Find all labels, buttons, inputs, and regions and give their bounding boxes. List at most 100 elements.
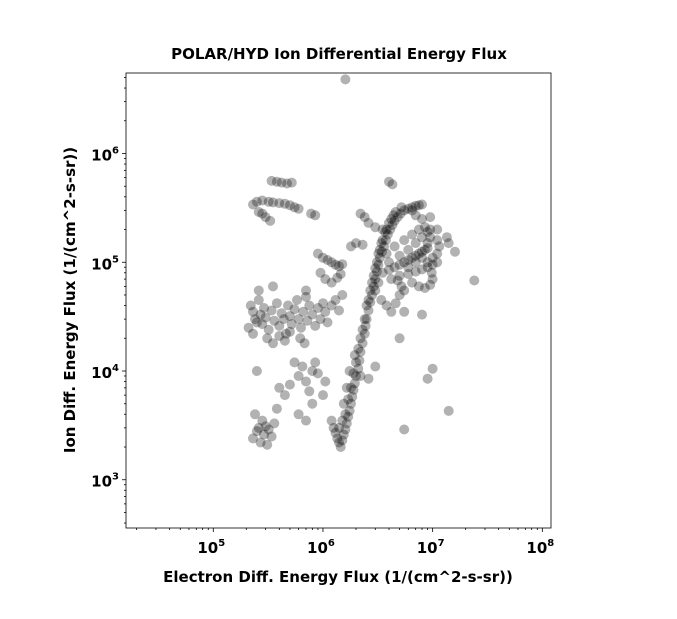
data-point: [260, 421, 271, 432]
data-point: [432, 257, 443, 268]
data-point: [337, 290, 348, 300]
data-point: [260, 312, 271, 323]
data-point: [250, 314, 260, 325]
data-point: [307, 366, 318, 376]
data-point: [379, 241, 389, 252]
plot-frame: [125, 72, 552, 529]
data-point: [419, 283, 430, 293]
chart-title: POLAR/HYD Ion Differential Energy Flux: [171, 45, 507, 63]
data-point: [320, 376, 331, 387]
data-point: [403, 203, 414, 214]
data-point: [432, 224, 443, 235]
data-point: [432, 235, 443, 246]
data-point: [269, 315, 280, 326]
data-point: [377, 267, 388, 278]
data-point: [422, 226, 433, 237]
data-point: [326, 415, 337, 426]
data-point: [386, 274, 397, 285]
data-point: [403, 244, 414, 255]
data-point: [443, 238, 454, 249]
data-point: [422, 257, 433, 268]
data-point: [382, 229, 393, 240]
data-point: [394, 333, 405, 344]
data-point: [257, 208, 268, 219]
data-point: [373, 259, 384, 270]
data-point: [384, 264, 394, 275]
data-point: [268, 197, 278, 208]
data-point: [293, 314, 304, 325]
data-point: [289, 202, 300, 213]
data-point: [257, 195, 268, 206]
data-point: [392, 275, 403, 286]
data-point: [347, 391, 358, 402]
data-point: [388, 210, 399, 221]
data-point: [394, 270, 405, 281]
data-point: [263, 324, 274, 335]
data-point: [255, 309, 266, 320]
data-point: [357, 239, 368, 250]
data-point: [357, 324, 368, 335]
data-point: [370, 274, 381, 285]
data-point: [387, 179, 398, 190]
data-point: [248, 328, 258, 339]
data-point: [260, 212, 271, 223]
data-point: [410, 210, 421, 221]
data-point: [392, 212, 403, 223]
data-point: [310, 320, 321, 331]
data-point: [310, 210, 321, 221]
data-point: [365, 297, 376, 308]
data-point: [363, 305, 374, 316]
data-point: [279, 198, 290, 209]
y-tick-label: 104: [91, 363, 119, 382]
data-point: [425, 279, 436, 290]
data-point: [373, 277, 384, 288]
data-point: [320, 306, 331, 317]
data-point: [399, 205, 410, 216]
data-point: [399, 285, 410, 296]
data-point: [425, 212, 436, 223]
data-point: [282, 178, 292, 189]
data-point: [367, 277, 377, 288]
data-point: [377, 235, 388, 246]
data-point: [248, 199, 258, 210]
data-point: [385, 224, 396, 235]
data-point: [425, 232, 436, 243]
data-point: [407, 205, 418, 216]
x-axis-ticks: 105 106 107 108: [136, 528, 554, 557]
data-point: [306, 208, 317, 219]
data-point: [427, 252, 438, 263]
data-point: [326, 257, 337, 268]
y-axis-ticks: 103 104 105 106: [91, 77, 126, 524]
data-point: [318, 390, 328, 401]
data-point: [380, 235, 391, 246]
data-point: [355, 208, 366, 219]
data-point: [259, 429, 269, 440]
data-point: [346, 241, 356, 252]
data-point: [295, 333, 306, 344]
data-point: [340, 424, 351, 435]
data-point: [410, 266, 421, 277]
data-point: [410, 238, 421, 249]
data-point: [371, 257, 382, 268]
data-point: [399, 306, 410, 317]
data-point: [361, 300, 372, 311]
data-point: [351, 357, 361, 368]
data-point: [349, 378, 360, 389]
data-point: [320, 274, 331, 285]
data-point: [279, 390, 290, 401]
data-point: [417, 199, 427, 210]
data-point: [268, 338, 278, 349]
data-point: [399, 424, 410, 435]
data-point: [341, 418, 352, 429]
data-point: [413, 281, 424, 292]
data-point: [407, 202, 418, 213]
data-point: [257, 319, 268, 330]
data-point: [394, 259, 405, 270]
data-point: [332, 433, 343, 444]
data-point: [245, 300, 256, 311]
data-point: [257, 415, 268, 426]
data-point: [344, 366, 355, 376]
data-point: [422, 262, 433, 273]
y-tick-label: 105: [91, 254, 119, 273]
data-point: [293, 409, 304, 420]
